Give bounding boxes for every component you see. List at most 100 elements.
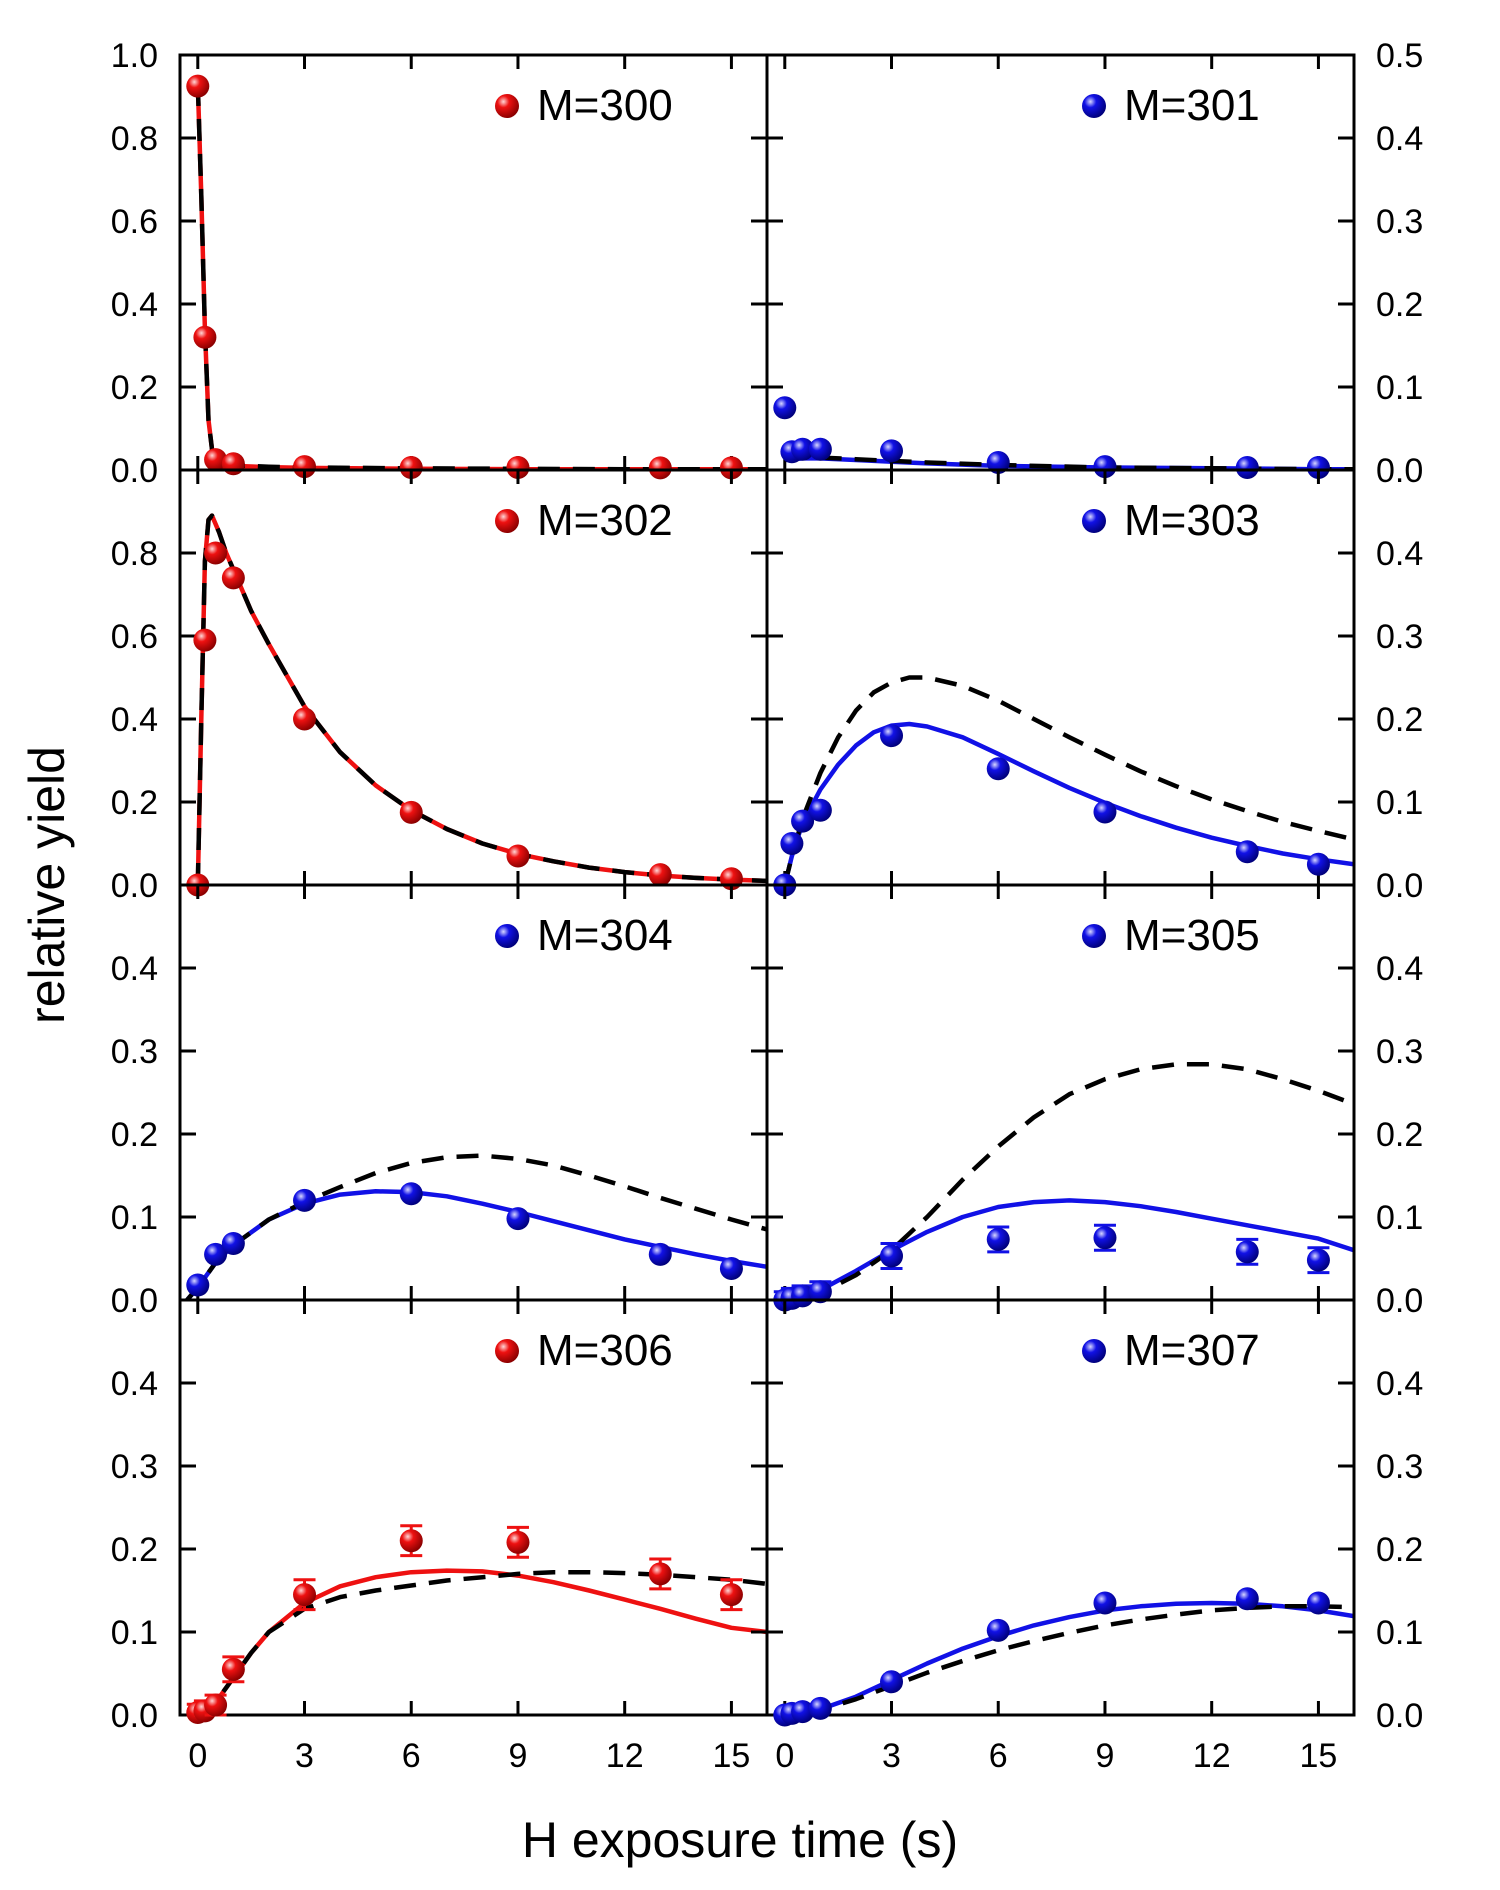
legend-label: M=303 <box>1124 496 1260 545</box>
y-tick-label: 0.6 <box>111 618 158 656</box>
data-point <box>506 1530 530 1554</box>
data-points <box>186 1182 743 1297</box>
data-point <box>780 832 804 855</box>
data-points <box>773 396 1330 480</box>
fit-curve <box>774 1198 1354 1300</box>
data-point <box>1235 1240 1259 1264</box>
y-tick-label: 0.4 <box>111 1365 158 1403</box>
y-tick-label: 0.0 <box>1376 1282 1423 1320</box>
y-tick-label: 0.3 <box>1376 1448 1423 1486</box>
data-point <box>791 437 815 461</box>
legend-label: M=302 <box>537 496 673 545</box>
data-point <box>986 757 1010 781</box>
model-curve <box>195 83 767 470</box>
panel-m301: 0.0 0.1 0.2 0.3 0.4 0.5 M=301 <box>765 37 1423 490</box>
data-point <box>1306 456 1330 480</box>
data-point <box>1093 1591 1117 1615</box>
y-tick-label: 0.1 <box>1376 369 1423 407</box>
data-point <box>880 724 904 748</box>
y-tick-label: 0.4 <box>1376 950 1423 988</box>
curves <box>195 83 767 470</box>
y-tick-label: 0.4 <box>111 286 158 324</box>
panel-m303: 0.0 0.1 0.2 0.3 0.4 M=303 <box>765 468 1423 905</box>
legend-label: M=301 <box>1124 81 1260 130</box>
x-tick-label: 0 <box>188 1737 207 1775</box>
y-tick-label: 0.2 <box>111 1531 158 1569</box>
y-tick-label: 0.2 <box>111 784 158 822</box>
y-tick-label: 1.0 <box>111 37 158 75</box>
data-point <box>186 1273 210 1297</box>
data-point <box>1235 1587 1259 1611</box>
legend-marker <box>1082 1339 1106 1363</box>
fit-curve <box>185 1189 767 1300</box>
data-point <box>221 1232 245 1256</box>
data-points <box>773 724 1330 897</box>
data-point <box>791 1284 815 1308</box>
y-tick-label: 0.1 <box>1376 1199 1423 1237</box>
data-point <box>193 628 217 652</box>
x-tick-label: 9 <box>509 1737 528 1775</box>
data-point <box>648 863 672 887</box>
data-point <box>221 452 245 476</box>
y-tick-label: 0.0 <box>1376 1697 1423 1735</box>
data-point <box>986 451 1010 475</box>
y-tick-label: 0.4 <box>1376 1365 1423 1403</box>
data-point <box>506 844 530 868</box>
y-axis-title: relative yield <box>19 746 75 1024</box>
data-point <box>808 1696 832 1720</box>
curves <box>782 675 1354 885</box>
data-point <box>293 1583 317 1607</box>
y-tick-label: 0.3 <box>1376 618 1423 656</box>
y-tick-label: 0.4 <box>1376 120 1423 158</box>
data-points <box>773 1587 1330 1727</box>
curves <box>185 1153 767 1300</box>
data-point <box>880 439 904 463</box>
data-point <box>791 1700 815 1724</box>
x-tick-label: 0 <box>775 1737 794 1775</box>
data-point <box>808 798 832 822</box>
panel-frame <box>178 1298 769 1717</box>
y-tick-label: 0.4 <box>1376 535 1423 573</box>
y-tick-label: 0.6 <box>111 203 158 241</box>
panel-m302: 0.0 0.2 0.4 0.6 0.8 M=302 <box>111 468 769 905</box>
data-point <box>719 456 743 480</box>
x-tick-label: 12 <box>606 1737 644 1775</box>
data-point <box>1093 800 1117 824</box>
curves <box>774 1600 1354 1715</box>
panel-frame <box>178 53 769 472</box>
curves <box>196 1568 767 1715</box>
data-point <box>293 455 317 479</box>
y-tick-label: 0.4 <box>111 950 158 988</box>
curves <box>774 1062 1354 1300</box>
legend-marker <box>495 509 519 533</box>
curves <box>195 513 767 885</box>
x-tick-label: 6 <box>989 1737 1008 1775</box>
panel-frame <box>765 468 1356 887</box>
data-point <box>1093 1226 1117 1250</box>
data-point <box>1306 1591 1330 1615</box>
data-point <box>1093 455 1117 479</box>
y-tick-label: 0.0 <box>1376 452 1423 490</box>
y-tick-label: 0.2 <box>1376 1531 1423 1569</box>
legend-label: M=304 <box>537 911 673 960</box>
data-points <box>186 541 743 897</box>
model-curve <box>195 513 767 885</box>
panel-frame <box>765 53 1356 472</box>
panel-m300: 0.0 0.2 0.4 0.6 0.8 1.0 M=300 <box>111 37 769 490</box>
legend-marker <box>1082 924 1106 948</box>
x-tick-label: 6 <box>402 1737 421 1775</box>
data-point <box>399 1182 423 1206</box>
y-tick-label: 0.3 <box>111 1033 158 1071</box>
data-point <box>186 74 210 98</box>
fit-curve <box>195 83 767 470</box>
data-point <box>204 448 228 472</box>
x-tick-label: 3 <box>882 1737 901 1775</box>
data-points <box>186 74 743 480</box>
x-tick-label: 15 <box>713 1737 751 1775</box>
data-point <box>193 325 217 349</box>
data-point <box>293 1188 317 1212</box>
panel-m305: 0.0 0.1 0.2 0.3 0.4 M=305 <box>765 883 1423 1320</box>
panel-m304: 0.0 0.1 0.2 0.3 0.4 M=304 <box>111 883 769 1320</box>
panel-m307: 0.0 0.1 0.2 0.3 0.4 0 3 6 9 12 15 M=307 <box>765 1298 1423 1775</box>
data-point <box>648 1562 672 1586</box>
